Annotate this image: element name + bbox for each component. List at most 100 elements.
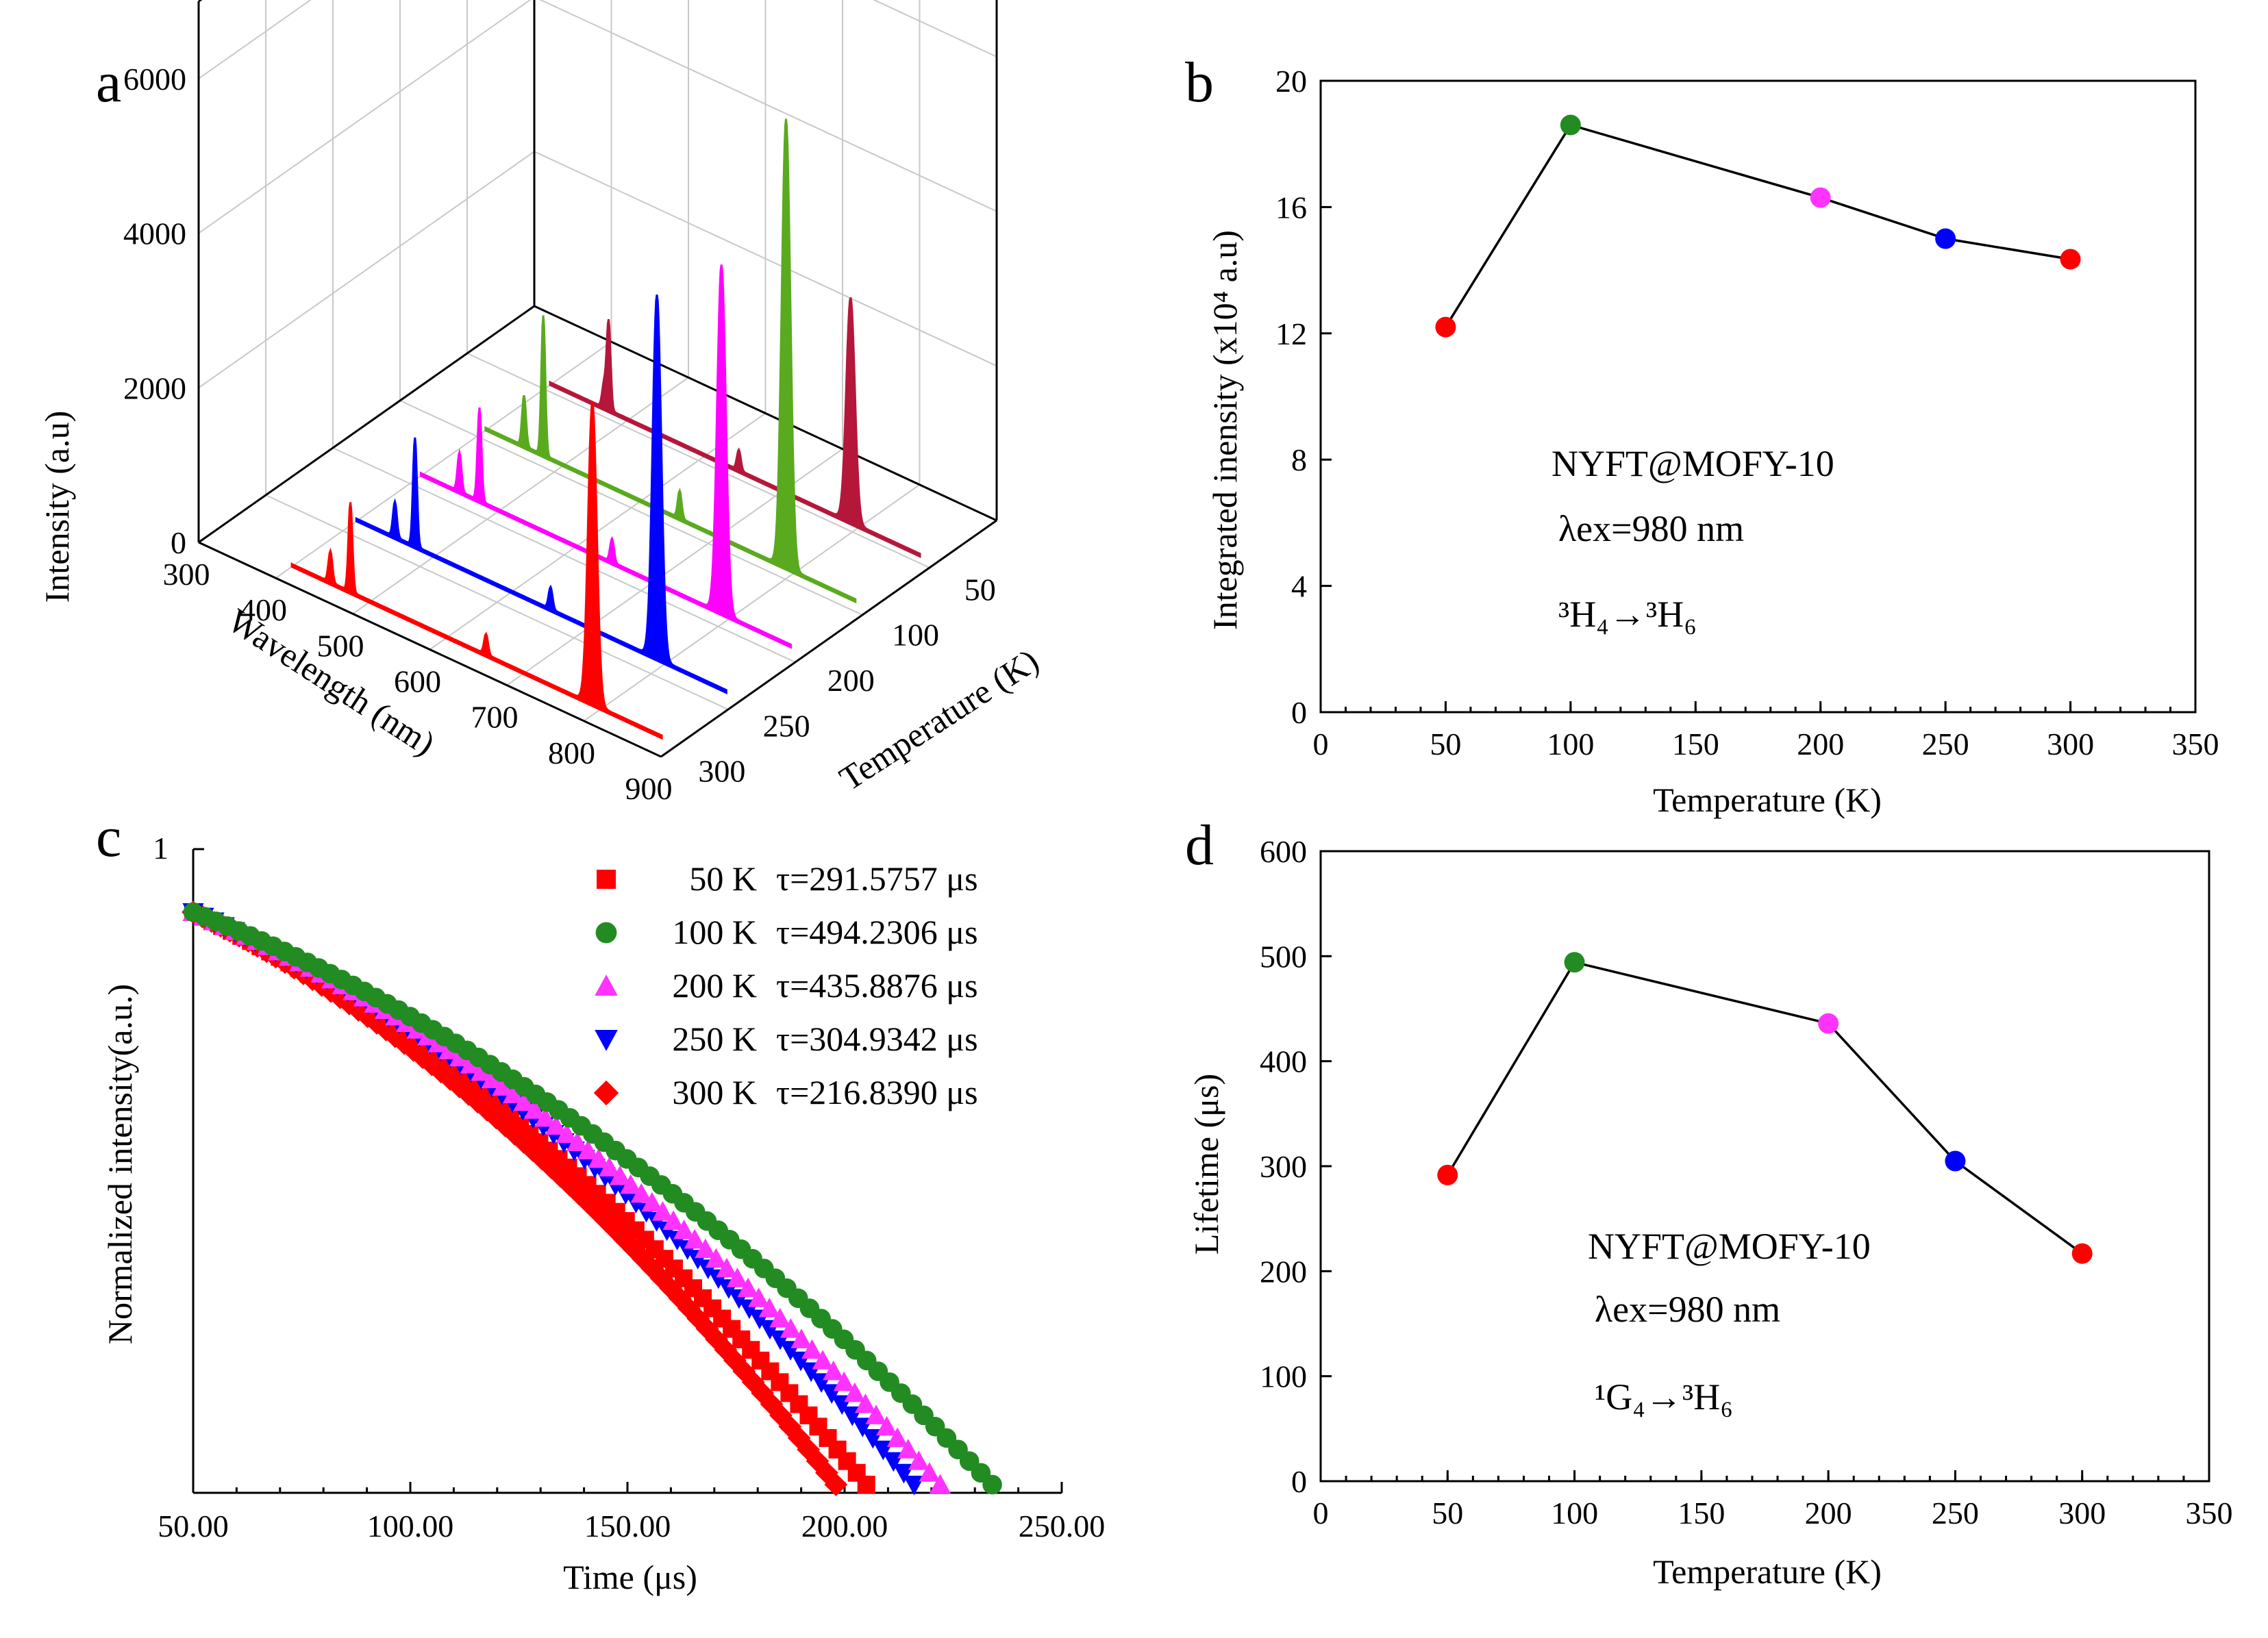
decay-point	[545, 1115, 567, 1135]
x-tick-label: 50	[1430, 727, 1461, 761]
x-tick-label: 250.00	[1019, 1509, 1106, 1544]
decay-point	[577, 1139, 599, 1160]
panel-letter-b: b	[1185, 51, 1214, 114]
decay-point	[716, 1257, 738, 1278]
decay-point	[684, 1228, 706, 1249]
panel-a-intensity-tick: 0	[171, 525, 186, 560]
panel-b-series	[1435, 114, 2081, 338]
decay-point	[815, 1461, 838, 1485]
panel-a-ticks: 0 2000 4000 6000 300 400 500 600 700 800 900 50 100 2…	[123, 62, 996, 806]
decay-point	[677, 1296, 701, 1320]
x-tick-label: 50.00	[158, 1509, 229, 1544]
decay-point	[857, 1476, 875, 1494]
x-tick-label: 250	[1922, 727, 1969, 761]
panel-a-temperature-tick: 100	[892, 618, 939, 653]
decay-point	[695, 1238, 716, 1259]
decay-point	[609, 1165, 631, 1185]
decay-point	[603, 1218, 627, 1242]
y-tick-label: 1	[153, 831, 169, 866]
decay-point	[484, 1106, 508, 1130]
panel-a-wavelength-tick: 900	[625, 771, 673, 806]
x-tick-label: 100	[1551, 1496, 1598, 1530]
data-point-250K	[1935, 228, 1956, 249]
decay-point	[493, 1114, 517, 1137]
panel-d-transition-label: ¹G₄→³H₆	[1595, 1376, 1733, 1418]
plot-frame	[1319, 79, 2197, 714]
panel-a-temperature-tick: 250	[763, 708, 810, 743]
panel-c-xlabel: Time (μs)	[563, 1558, 697, 1596]
data-point-100K	[1560, 114, 1581, 136]
panel-a-spectrum-250k	[355, 294, 727, 694]
legend-temperature: 50 K	[689, 859, 757, 898]
legend-marker-50k	[597, 870, 616, 889]
legend-marker-200k	[595, 974, 618, 996]
panel-a-zlabel: Intensity (a.u)	[38, 411, 76, 603]
decay-point	[919, 1462, 940, 1482]
decay-point	[613, 1228, 636, 1252]
panel-a-sidewall-grid-i-2	[198, 0, 532, 234]
decay-point	[513, 1091, 535, 1111]
panel-a-wavelength-tick: 800	[548, 735, 595, 770]
x-tick-label: 250	[1932, 1496, 1979, 1530]
panel-b-integrated-intensity: 0 50 100 150 200 250 300 350 0 4 8 12 16 20 Temperatu…	[1206, 64, 2219, 819]
y-tick-label: 0	[1291, 1464, 1307, 1499]
x-tick-label: 350	[2186, 1496, 2233, 1530]
decay-point	[512, 1131, 536, 1154]
data-point-250K	[1945, 1150, 1966, 1172]
panel-d-excitation-label: λex=980 nm	[1595, 1289, 1780, 1330]
decay-point	[769, 1307, 791, 1328]
panel-a-box-edge-0	[198, 541, 662, 758]
data-point-300K	[2060, 249, 2081, 270]
decay-point	[886, 1427, 908, 1447]
panel-a-box-edge-8	[198, 0, 203, 3]
decay-point	[310, 974, 334, 997]
panel-d-sample-label: NYFT@MOFY-10	[1588, 1226, 1871, 1267]
decay-point	[833, 1371, 855, 1391]
y-tick-label: 0	[1291, 695, 1307, 730]
decay-point	[797, 1437, 821, 1461]
x-tick-label: 0	[1313, 1496, 1329, 1530]
y-tick-label: 600	[1260, 834, 1307, 869]
x-tick-label: 200	[1797, 727, 1844, 761]
panel-a-sidewall-grid-i-3	[198, 0, 312, 79]
decay-point	[566, 1131, 588, 1151]
decay-point	[460, 1054, 482, 1074]
panel-a-box-edge-1	[660, 519, 997, 758]
panel-a-floor-grid-wl-2	[352, 377, 689, 615]
x-tick-label: 50	[1432, 1496, 1463, 1530]
panel-c-tick-labels: 150.00 100.00 150.00 200.00 250.00	[153, 831, 1105, 1544]
x-tick-label: 150.00	[584, 1509, 671, 1544]
decay-point	[556, 1123, 577, 1143]
x-tick-label: 300	[2058, 1496, 2106, 1530]
panel-a-temperature-tick: 300	[698, 754, 745, 789]
decay-point	[673, 1220, 695, 1239]
panel-a-axes-box	[197, 0, 998, 758]
decay-point	[812, 1350, 834, 1370]
decay-point	[844, 1382, 866, 1402]
decay-point	[588, 1148, 610, 1168]
panel-d-axes	[1319, 850, 2210, 1483]
decay-point	[549, 1164, 573, 1188]
decay-point	[875, 1415, 898, 1436]
panel-b-axes	[1319, 79, 2197, 714]
decay-point	[865, 1404, 887, 1424]
decay-point	[780, 1318, 801, 1338]
decay-point	[620, 1174, 642, 1194]
panel-c-legend: 50 K τ=291.5757 μs 100 K τ=494.2306 μs 200 K…	[593, 859, 978, 1111]
panel-c-ylabel: Normalized intensity(a.u.)	[101, 984, 139, 1344]
panel-a-wavelength-tick: 300	[163, 557, 210, 592]
panel-b-ylabel: Integrated inensity (x10⁴ a.u)	[1206, 230, 1244, 630]
legend-marker-100k	[595, 922, 617, 944]
panel-a-intensity-tick: 6000	[123, 62, 186, 97]
decay-point	[929, 1474, 951, 1494]
decay-point	[823, 1360, 845, 1381]
decay-point	[662, 1210, 684, 1231]
legend-lifetime: τ=494.2306 μs	[776, 913, 978, 951]
x-tick-label: 150	[1678, 1496, 1725, 1530]
panel-a-wavelength-tick: 500	[317, 628, 364, 663]
decay-point	[748, 1287, 770, 1307]
legend-lifetime: τ=304.9342 μs	[776, 1020, 978, 1058]
legend-temperature: 250 K	[672, 1020, 757, 1058]
decay-point	[751, 1381, 774, 1405]
x-tick-label: 350	[2172, 727, 2219, 761]
